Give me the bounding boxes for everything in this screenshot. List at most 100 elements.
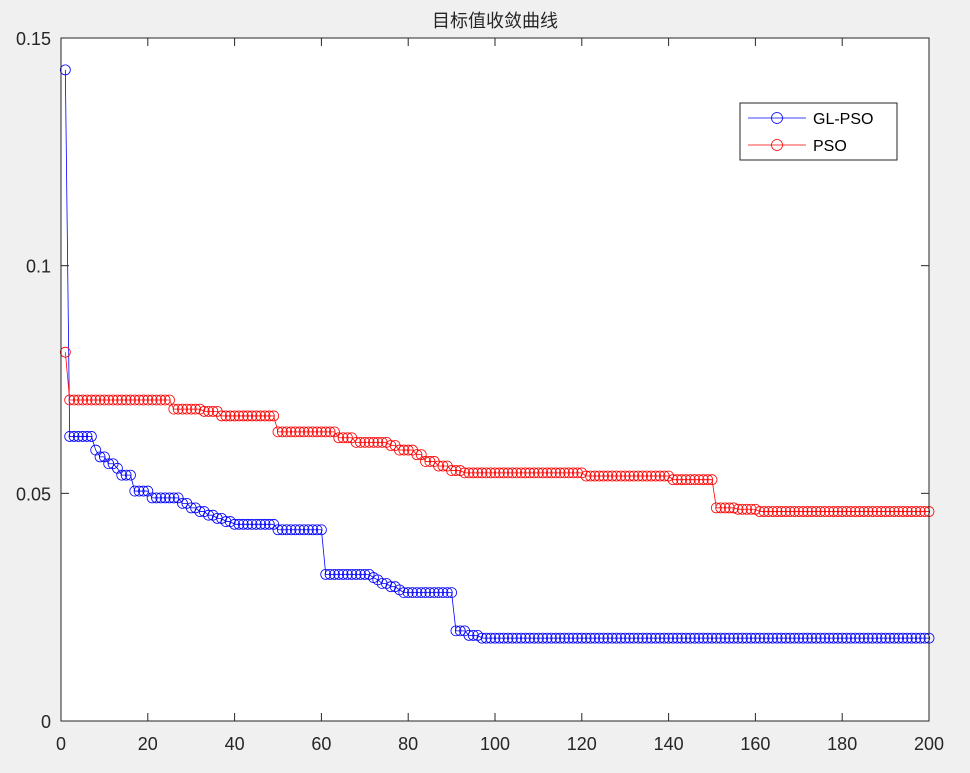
data-point-pso bbox=[133, 394, 145, 406]
data-point-pso bbox=[641, 470, 653, 482]
data-point-pso bbox=[168, 403, 180, 415]
data-point-gl-pso bbox=[880, 632, 891, 644]
data-point-pso bbox=[789, 506, 800, 517]
data-point-gl-pso bbox=[867, 632, 878, 644]
data-point-pso bbox=[528, 467, 540, 479]
data-point-pso bbox=[459, 467, 471, 479]
data-point-pso bbox=[524, 467, 536, 479]
data-point-gl-pso bbox=[333, 568, 345, 580]
data-point-gl-pso bbox=[85, 431, 97, 442]
data-point-pso bbox=[146, 394, 158, 406]
data-point-gl-pso bbox=[563, 632, 575, 644]
data-point-gl-pso bbox=[732, 632, 744, 644]
data-point-pso bbox=[654, 470, 666, 482]
data-point-gl-pso bbox=[554, 632, 566, 644]
data-point-pso bbox=[550, 467, 562, 479]
data-point-pso bbox=[862, 506, 874, 517]
data-point-gl-pso bbox=[342, 568, 353, 580]
data-point-gl-pso bbox=[537, 632, 549, 644]
data-point-pso bbox=[897, 506, 909, 517]
data-point-gl-pso bbox=[355, 568, 366, 580]
data-point-gl-pso bbox=[64, 431, 76, 442]
legend-box bbox=[739, 102, 898, 161]
data-point-pso bbox=[467, 467, 479, 479]
data-point-gl-pso bbox=[663, 632, 674, 644]
data-point-pso bbox=[289, 426, 301, 438]
x-tick-label: 40 bbox=[225, 734, 245, 754]
data-point-gl-pso bbox=[424, 587, 436, 598]
data-point-gl-pso bbox=[611, 632, 622, 644]
data-point-gl-pso bbox=[771, 632, 783, 644]
data-point-gl-pso bbox=[467, 630, 479, 641]
data-point-pso bbox=[129, 394, 141, 406]
data-point-gl-pso bbox=[776, 632, 787, 644]
data-point-pso bbox=[103, 394, 115, 406]
data-point-gl-pso bbox=[480, 632, 492, 644]
data-point-pso bbox=[125, 394, 136, 406]
data-point-pso bbox=[59, 346, 71, 358]
data-point-gl-pso bbox=[719, 632, 731, 644]
y-tick-label: 0.05 bbox=[16, 484, 51, 504]
data-point-gl-pso bbox=[728, 632, 740, 644]
data-point-gl-pso bbox=[315, 524, 327, 536]
data-point-pso bbox=[758, 506, 770, 517]
data-point-pso bbox=[120, 394, 132, 406]
data-point-gl-pso bbox=[120, 469, 132, 481]
data-point-pso bbox=[424, 456, 436, 467]
data-point-pso bbox=[802, 506, 813, 517]
data-point-gl-pso bbox=[233, 518, 245, 530]
data-point-gl-pso bbox=[402, 587, 414, 598]
data-point-pso bbox=[611, 470, 622, 482]
data-point-gl-pso bbox=[533, 632, 544, 644]
data-point-pso bbox=[776, 506, 787, 517]
data-point-gl-pso bbox=[506, 632, 518, 644]
x-tick-label: 0 bbox=[56, 734, 66, 754]
data-point-gl-pso bbox=[437, 587, 449, 598]
data-point-gl-pso bbox=[767, 632, 779, 644]
legend-marker-gl-pso bbox=[771, 112, 783, 124]
data-point-gl-pso bbox=[823, 632, 835, 644]
series-layer bbox=[59, 64, 935, 644]
data-point-gl-pso bbox=[237, 518, 249, 530]
data-point-gl-pso bbox=[454, 625, 466, 637]
data-point-gl-pso bbox=[806, 632, 818, 644]
data-point-pso bbox=[138, 394, 149, 406]
data-point-pso bbox=[793, 506, 805, 517]
data-point-gl-pso bbox=[914, 632, 926, 644]
data-point-gl-pso bbox=[832, 632, 844, 644]
data-point-pso bbox=[142, 394, 154, 406]
data-point-pso bbox=[498, 467, 510, 479]
x-tick-label: 160 bbox=[740, 734, 770, 754]
data-point-gl-pso bbox=[697, 632, 709, 644]
data-point-gl-pso bbox=[268, 518, 280, 530]
data-point-pso bbox=[828, 506, 839, 517]
data-point-gl-pso bbox=[593, 632, 605, 644]
data-point-pso bbox=[715, 502, 727, 514]
data-point-pso bbox=[710, 502, 722, 514]
legend: GL-PSO PSO bbox=[739, 102, 898, 161]
data-point-pso bbox=[246, 410, 258, 422]
legend-marker-pso bbox=[771, 139, 783, 151]
data-point-gl-pso bbox=[302, 524, 314, 536]
x-tick-label: 20 bbox=[138, 734, 158, 754]
data-point-pso bbox=[602, 470, 614, 482]
data-point-pso bbox=[619, 470, 631, 482]
data-point-gl-pso bbox=[871, 632, 883, 644]
data-point-gl-pso bbox=[515, 632, 527, 644]
data-point-pso bbox=[797, 506, 809, 517]
data-point-pso bbox=[771, 506, 783, 517]
data-point-pso bbox=[667, 474, 679, 486]
data-point-pso bbox=[671, 474, 683, 486]
data-point-gl-pso bbox=[602, 632, 614, 644]
data-point-pso bbox=[606, 470, 618, 482]
data-point-pso bbox=[767, 506, 779, 517]
data-point-gl-pso bbox=[645, 632, 657, 644]
data-point-pso bbox=[242, 410, 254, 422]
data-point-gl-pso bbox=[884, 632, 896, 644]
data-point-pso bbox=[806, 506, 818, 517]
data-point-pso bbox=[676, 474, 688, 486]
data-point-gl-pso bbox=[320, 568, 332, 580]
data-point-gl-pso bbox=[684, 632, 696, 644]
data-point-gl-pso bbox=[854, 632, 865, 644]
data-point-pso bbox=[706, 474, 718, 486]
